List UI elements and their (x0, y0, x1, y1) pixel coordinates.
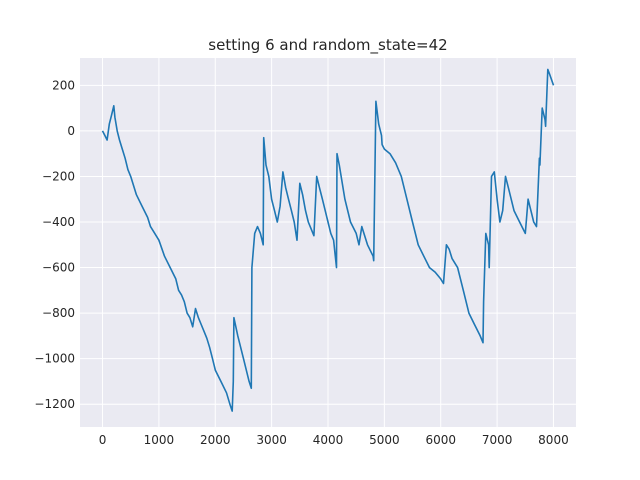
x-tick-labels: 0 1000 2000 3000 4000 5000 6000 7000 8000 (99, 433, 569, 447)
chart-title: setting 6 and random_state=42 (208, 36, 447, 55)
y-tick-label: 200 (52, 78, 75, 92)
series-layer (101, 68, 555, 412)
y-tick-label: −1000 (34, 352, 75, 366)
y-tick-label: −800 (42, 306, 75, 320)
y-tick-label: −1200 (34, 397, 75, 411)
y-tick-label: 0 (67, 124, 75, 138)
x-tick-label: 7000 (482, 433, 513, 447)
x-tick-label: 0 (99, 433, 107, 447)
y-tick-label: −600 (42, 261, 75, 275)
x-tick-label: 2000 (200, 433, 231, 447)
x-tick-label: 6000 (425, 433, 456, 447)
x-tick-label: 8000 (538, 433, 569, 447)
y-tick-label: −400 (42, 215, 75, 229)
y-gridlines (80, 84, 576, 405)
x-tick-label: 3000 (256, 433, 287, 447)
y-tick-labels: 200 0 −200 −400 −600 −800 −1000 −1200 (34, 78, 75, 411)
series-line (101, 68, 555, 412)
x-tick-label: 4000 (313, 433, 344, 447)
x-tick-label: 5000 (369, 433, 400, 447)
x-tick-label: 1000 (144, 433, 175, 447)
y-tick-label: −200 (42, 169, 75, 183)
